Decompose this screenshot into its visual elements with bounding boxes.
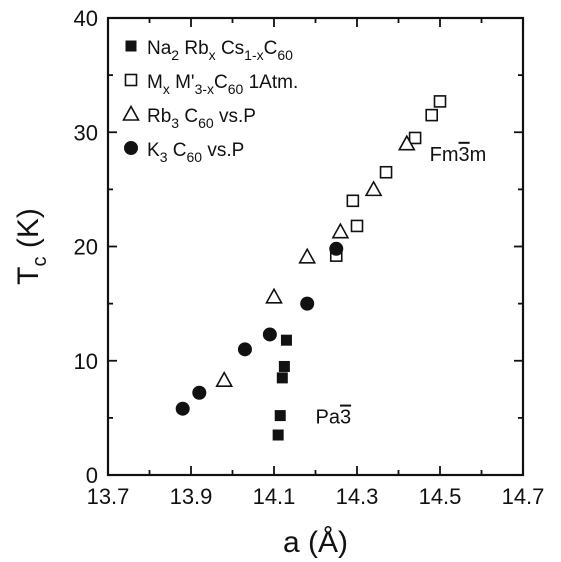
legend-entry: Na2 Rbx Cs1-xC60 [147,38,293,63]
data-point-filled-circle [176,402,190,416]
data-point-open-square [347,195,358,206]
data-point-filled-square [275,410,286,421]
data-point-filled-circle [300,297,314,311]
data-point-open-square [426,110,437,121]
legend-entry: K3 C60 vs.P [147,140,244,165]
data-point-open-square [381,167,392,178]
data-point-filled-square [279,361,290,372]
data-point-filled-square [281,335,292,346]
data-point-open-square [410,132,421,143]
annotation-label: Fm3m [430,144,487,166]
annotations: Fm3m Pa3 [316,144,487,429]
legend-marker-filled-square [126,41,137,52]
x-tick-label: 13.9 [170,484,213,509]
legend-marker-open-triangle [124,107,139,121]
data-point-open-triangle [267,289,282,303]
data-point-filled-square [273,430,284,441]
data-point-open-square [352,220,363,231]
data-point-filled-circle [192,386,206,400]
y-title-part: (K) [12,208,45,256]
data-point-open-triangle [217,373,232,387]
x-tick-label: 14.5 [419,484,462,509]
y-axis: 0 10 20 30 40 [74,6,523,488]
x-tick-label: 14.7 [502,484,545,509]
x-tick-label: 14.3 [336,484,379,509]
legend-entry: Mx M'3-xC60 1Atm. [147,72,298,97]
data-point-open-triangle [366,182,381,196]
data-point-filled-circle [263,327,277,341]
y-tick-label: 10 [74,349,98,374]
annotation-label: Pa3 [316,407,352,429]
x-tick-label: 14.1 [253,484,296,509]
legend: Na2 Rbx Cs1-xC60 Mx M'3-xC60 1Atm. Rb3 C60… [124,38,299,165]
data-point-filled-circle [238,342,252,356]
y-title-part: c [29,257,51,267]
y-title-part: T [12,267,45,285]
data-point-open-triangle [300,249,315,263]
data-point-open-triangle [333,224,348,238]
x-axis-title: a (Å) [283,526,348,559]
data-point-open-square [435,96,446,107]
y-tick-label: 30 [74,120,98,145]
legend-marker-filled-circle [124,141,138,155]
y-axis-title: Tc (K) [12,208,51,285]
legend-entry: Rb3 C60 vs.P [147,106,256,131]
data-point-filled-square [277,372,288,383]
data-point-filled-circle [329,242,343,256]
legend-marker-open-square [126,75,137,86]
y-tick-label: 40 [74,6,98,31]
y-tick-label: 20 [74,235,98,260]
y-tick-label: 0 [86,463,98,488]
